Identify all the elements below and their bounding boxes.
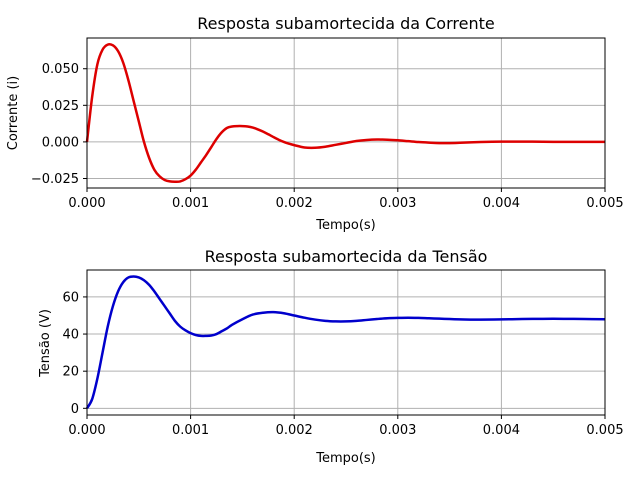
current-x-tick-label: 0.002 — [276, 196, 313, 211]
current-y-ticks: −0.025 0.000 0.025 0.050 — [31, 62, 87, 187]
voltage-y-tick-label: 20 — [62, 365, 79, 380]
voltage-x-tick-label: 0.004 — [483, 423, 520, 438]
voltage-y-tick-label: 0 — [71, 402, 79, 417]
voltage-y-axis-label: Tensão (V) — [38, 309, 53, 378]
voltage-axes-frame — [86, 269, 606, 416]
current-x-tick-label: 0.001 — [172, 196, 209, 211]
current-x-tick-label: 0.003 — [379, 196, 416, 211]
voltage-x-tick-label: 0.005 — [586, 423, 623, 438]
voltage-x-tick-label: 0.002 — [276, 423, 313, 438]
current-line-layer — [85, 42, 605, 183]
voltage-grid — [86, 270, 606, 415]
voltage-x-tick-label: 0.000 — [68, 423, 105, 438]
voltage-y-ticks: 0 20 40 60 — [62, 290, 87, 417]
current-chart-title: Resposta subamortecida da Corrente — [197, 14, 494, 33]
current-x-ticks: 0.000 0.001 0.002 0.003 0.004 0.005 — [68, 188, 624, 211]
voltage-y-tick-label: 40 — [62, 328, 79, 343]
voltage-series-line — [85, 275, 606, 409]
current-chart: Resposta subamortecida da Corrente 0.000… — [6, 14, 624, 233]
current-x-tick-label: 0.000 — [68, 196, 105, 211]
current-grid — [86, 38, 606, 188]
voltage-x-tick-label: 0.003 — [379, 423, 416, 438]
current-axes-frame — [86, 37, 606, 189]
current-y-tick-label: 0.050 — [42, 62, 79, 77]
current-y-axis-label: Corrente (i) — [6, 76, 21, 150]
current-x-tick-label: 0.004 — [483, 196, 520, 211]
current-series-line — [85, 42, 605, 183]
voltage-x-ticks: 0.000 0.001 0.002 0.003 0.004 0.005 — [68, 415, 624, 438]
voltage-line-layer — [85, 275, 606, 409]
current-x-tick-label: 0.005 — [586, 196, 623, 211]
voltage-chart-title: Resposta subamortecida da Tensão — [205, 247, 488, 266]
voltage-x-tick-label: 0.001 — [172, 423, 209, 438]
current-y-tick-label: −0.025 — [31, 172, 79, 187]
voltage-x-axis-label: Tempo(s) — [315, 451, 376, 466]
current-y-tick-label: 0.000 — [42, 135, 79, 150]
current-x-axis-label: Tempo(s) — [315, 218, 376, 233]
current-y-tick-label: 0.025 — [42, 99, 79, 114]
voltage-chart: Resposta subamortecida da Tensão 0.000 0.… — [38, 247, 624, 466]
voltage-y-tick-label: 60 — [62, 290, 79, 305]
